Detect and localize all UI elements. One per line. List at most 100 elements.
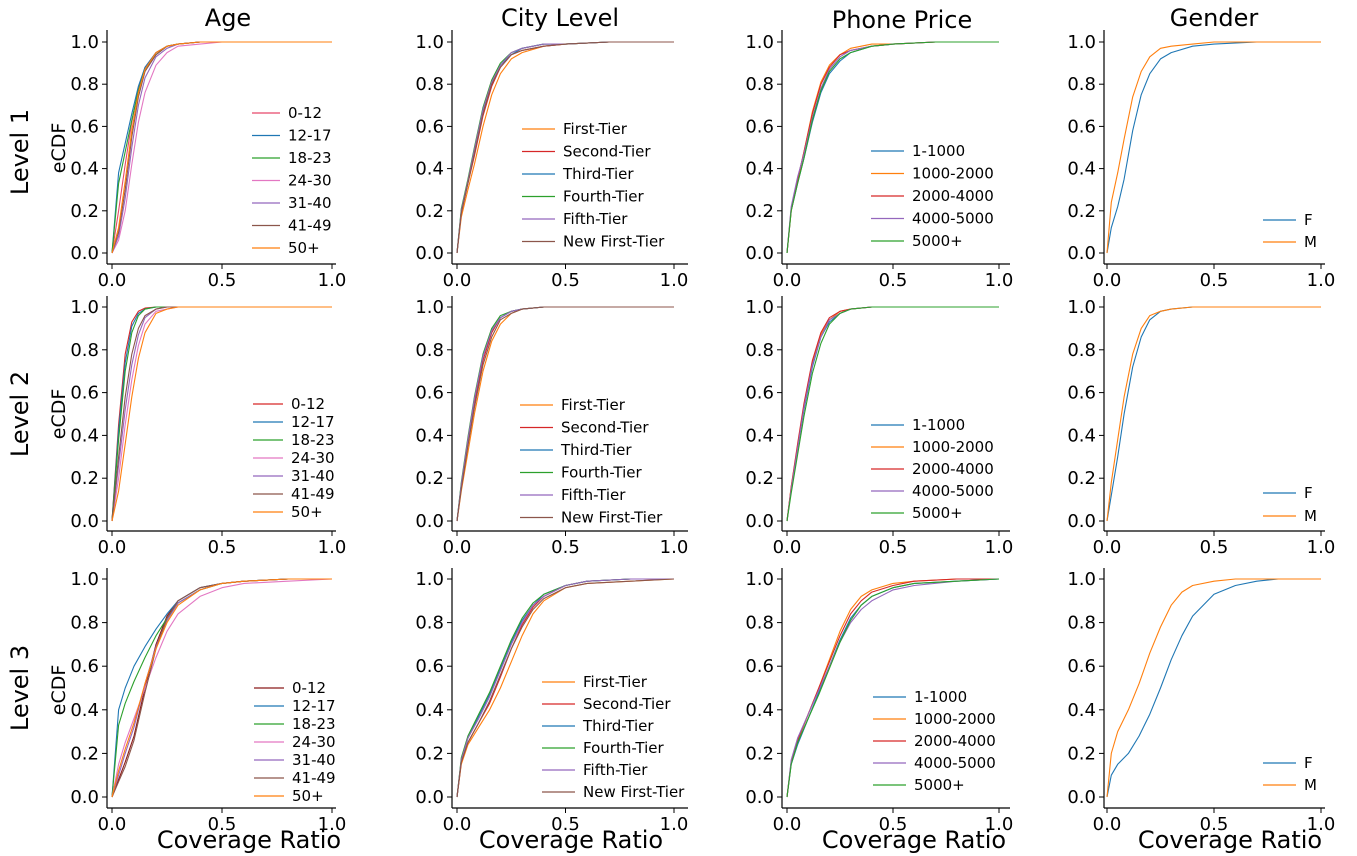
legend-label-r1c2-2: Third-Tier (562, 165, 634, 183)
panel-r1c4: 0.0 0.2 0.4 0.6 0.8 1.0 0.0 0.5 1.0 FM (1067, 30, 1335, 291)
y-tick-label-r2c3-1: 0.2 (745, 468, 774, 489)
legend-r3c2: First-Tier Second-Tier Third-Tier Fourth-Ti… (542, 673, 685, 801)
y-tick-label-r3c4-1: 0.2 (1067, 743, 1096, 764)
legend-label-r1c1-6: 50+ (288, 239, 320, 257)
series-line-r3c2-5 (456, 578, 675, 798)
x-tick-label-r1c2-1: 0.5 (551, 270, 580, 291)
y-tick-label-r2c2-3: 0.6 (415, 383, 444, 404)
legend-label-r1c3-0: 1-1000 (912, 142, 965, 160)
y-tick-label-r3c3-5: 1.0 (745, 569, 774, 590)
column-title-phone-price: Phone Price (832, 6, 973, 34)
legend-label-r2c2-5: New First-Tier (561, 509, 663, 527)
y-tick-label-r2c3-3: 0.6 (745, 383, 774, 404)
y-tick-label-r1c3-0: 0.0 (745, 243, 774, 264)
x-tick-label-r1c4-0: 0.0 (1093, 270, 1122, 291)
y-tick-label-r1c2-2: 0.4 (415, 159, 444, 180)
x-tick-label-r2c3-1: 0.5 (879, 537, 908, 558)
y-tick-label-r1c3-2: 0.4 (745, 159, 774, 180)
y-tick-label-r2c4-3: 0.6 (1067, 383, 1096, 404)
y-tick-label-r3c2-0: 0.0 (415, 787, 444, 808)
legend-label-r3c1-5: 41-49 (292, 769, 336, 787)
legend-label-r1c4-0: F (1304, 211, 1313, 229)
legend-label-r2c3-3: 4000-5000 (912, 482, 994, 500)
x-tick-label-r2c1-0: 0.0 (98, 537, 127, 558)
x-tick-label-r3c3-0: 0.0 (773, 814, 802, 835)
y-tick-label-r3c3-2: 0.4 (745, 700, 774, 721)
legend-label-r3c3-4: 5000+ (914, 776, 965, 794)
legend-label-r1c2-1: Second-Tier (563, 143, 651, 161)
y-tick-label-r1c3-1: 0.2 (745, 201, 774, 222)
x-tick-label-r2c2-0: 0.0 (443, 537, 472, 558)
legend-label-r2c1-0: 0-12 (291, 395, 325, 413)
row-title-level-2: Level 2 (6, 371, 34, 457)
legend-label-r2c3-4: 5000+ (912, 504, 963, 522)
series-line-r1c1-3 (111, 41, 332, 254)
x-tick-label-r3c1-2: 1.0 (318, 814, 347, 835)
y-tick-label-r1c2-4: 0.8 (415, 74, 444, 95)
legend-label-r1c1-3: 24-30 (288, 172, 332, 190)
x-tick-label-r1c3-1: 0.5 (879, 270, 908, 291)
legend-r1c3: 1-1000 1000-2000 2000-4000 4000-5000 5000+ (871, 142, 994, 250)
legend-label-r1c2-0: First-Tier (563, 120, 628, 138)
y-tick-label-r3c4-0: 0.0 (1067, 787, 1096, 808)
legend-label-r2c1-2: 18-23 (291, 431, 335, 449)
y-tick-label-r1c4-2: 0.4 (1067, 159, 1096, 180)
x-tick-label-r2c3-0: 0.0 (773, 537, 802, 558)
y-tick-label-r1c2-1: 0.2 (415, 201, 444, 222)
y-tick-label-r2c3-4: 0.8 (745, 340, 774, 361)
row-title-level-1: Level 1 (6, 109, 34, 195)
series-line-r1c4-0 (1106, 41, 1321, 254)
y-tick-label-r1c3-4: 0.8 (745, 74, 774, 95)
panel-r1c2: 0.0 0.2 0.4 0.6 0.8 1.0 0.0 0.5 1.0 First-Tier Sec… (415, 30, 688, 291)
y-tick-label-r1c4-0: 0.0 (1067, 243, 1096, 264)
y-tick-label-r3c4-3: 0.6 (1067, 656, 1096, 677)
x-tick-label-r3c1-1: 0.5 (208, 814, 237, 835)
legend-label-r2c1-6: 50+ (291, 503, 323, 521)
legend-r1c2: First-Tier Second-Tier Third-Tier Fourth-Ti… (522, 120, 665, 251)
y-tick-label-r2c2-1: 0.2 (415, 468, 444, 489)
legend-label-r1c1-0: 0-12 (288, 104, 322, 122)
y-tick-label-r2c4-5: 1.0 (1067, 297, 1096, 318)
x-tick-label-r2c1-2: 1.0 (318, 537, 347, 558)
legend-label-r3c3-1: 1000-2000 (914, 710, 996, 728)
y-tick-label-r2c1-1: 0.2 (70, 468, 99, 489)
panel-r2c4: 0.0 0.2 0.4 0.6 0.8 1.0 0.0 0.5 1.0 FM (1067, 296, 1335, 558)
y-tick-label-r3c1-0: 0.0 (70, 787, 99, 808)
y-tick-label-r1c1-5: 1.0 (70, 32, 99, 53)
series-line-r2c1-6 (111, 306, 332, 522)
y-tick-label-r3c3-4: 0.8 (745, 613, 774, 634)
panel-r3c2: 0.0 0.2 0.4 0.6 0.8 1.0 0.0 0.5 1.0 First-Tier Sec… (415, 568, 688, 835)
x-tick-label-r3c2-1: 0.5 (551, 814, 580, 835)
legend-label-r3c2-0: First-Tier (583, 673, 648, 691)
x-tick-label-r2c4-1: 0.5 (1200, 537, 1229, 558)
legend-label-r1c3-4: 5000+ (912, 232, 963, 250)
legend-label-r2c3-0: 1-1000 (912, 416, 965, 434)
legend-label-r2c2-4: Fifth-Tier (561, 486, 626, 504)
x-tick-label-r3c4-1: 0.5 (1200, 814, 1229, 835)
panel-r2c3: 0.0 0.2 0.4 0.6 0.8 1.0 0.0 0.5 1.0 1-1000 1000-20… (745, 296, 1013, 558)
legend-r2c3: 1-1000 1000-2000 2000-4000 4000-5000 5000+ (871, 416, 994, 522)
y-tick-label-r2c1-2: 0.4 (70, 425, 99, 446)
legend-label-r2c3-2: 2000-4000 (912, 460, 994, 478)
legend-r2c4: FM (1263, 484, 1317, 525)
y-tick-label-r2c1-4: 0.8 (70, 340, 99, 361)
y-tick-label-r3c1-3: 0.6 (70, 656, 99, 677)
x-tick-label-r2c3-2: 1.0 (985, 537, 1014, 558)
y-tick-label-r2c4-0: 0.0 (1067, 511, 1096, 532)
y-tick-label-r3c2-1: 0.2 (415, 743, 444, 764)
legend-label-r3c2-4: Fifth-Tier (583, 761, 648, 779)
y-tick-label-r3c1-2: 0.4 (70, 700, 99, 721)
x-tick-label-r1c1-2: 1.0 (318, 270, 347, 291)
y-tick-label-r1c1-0: 0.0 (70, 243, 99, 264)
x-tick-label-r3c2-2: 1.0 (660, 814, 689, 835)
y-tick-label-r2c2-2: 0.4 (415, 425, 444, 446)
series-line-r3c2-4 (456, 578, 674, 798)
y-tick-label-r3c3-3: 0.6 (745, 656, 774, 677)
legend-label-r3c2-3: Fourth-Tier (583, 739, 664, 757)
x-tick-label-r1c4-2: 1.0 (1307, 270, 1336, 291)
column-title-gender: Gender (1170, 4, 1259, 32)
y-tick-label-r1c4-4: 0.8 (1067, 74, 1096, 95)
column-title-age: Age (205, 4, 251, 32)
y-tick-label-r3c4-4: 0.8 (1067, 613, 1096, 634)
legend-label-r1c1-5: 41-49 (288, 217, 332, 235)
